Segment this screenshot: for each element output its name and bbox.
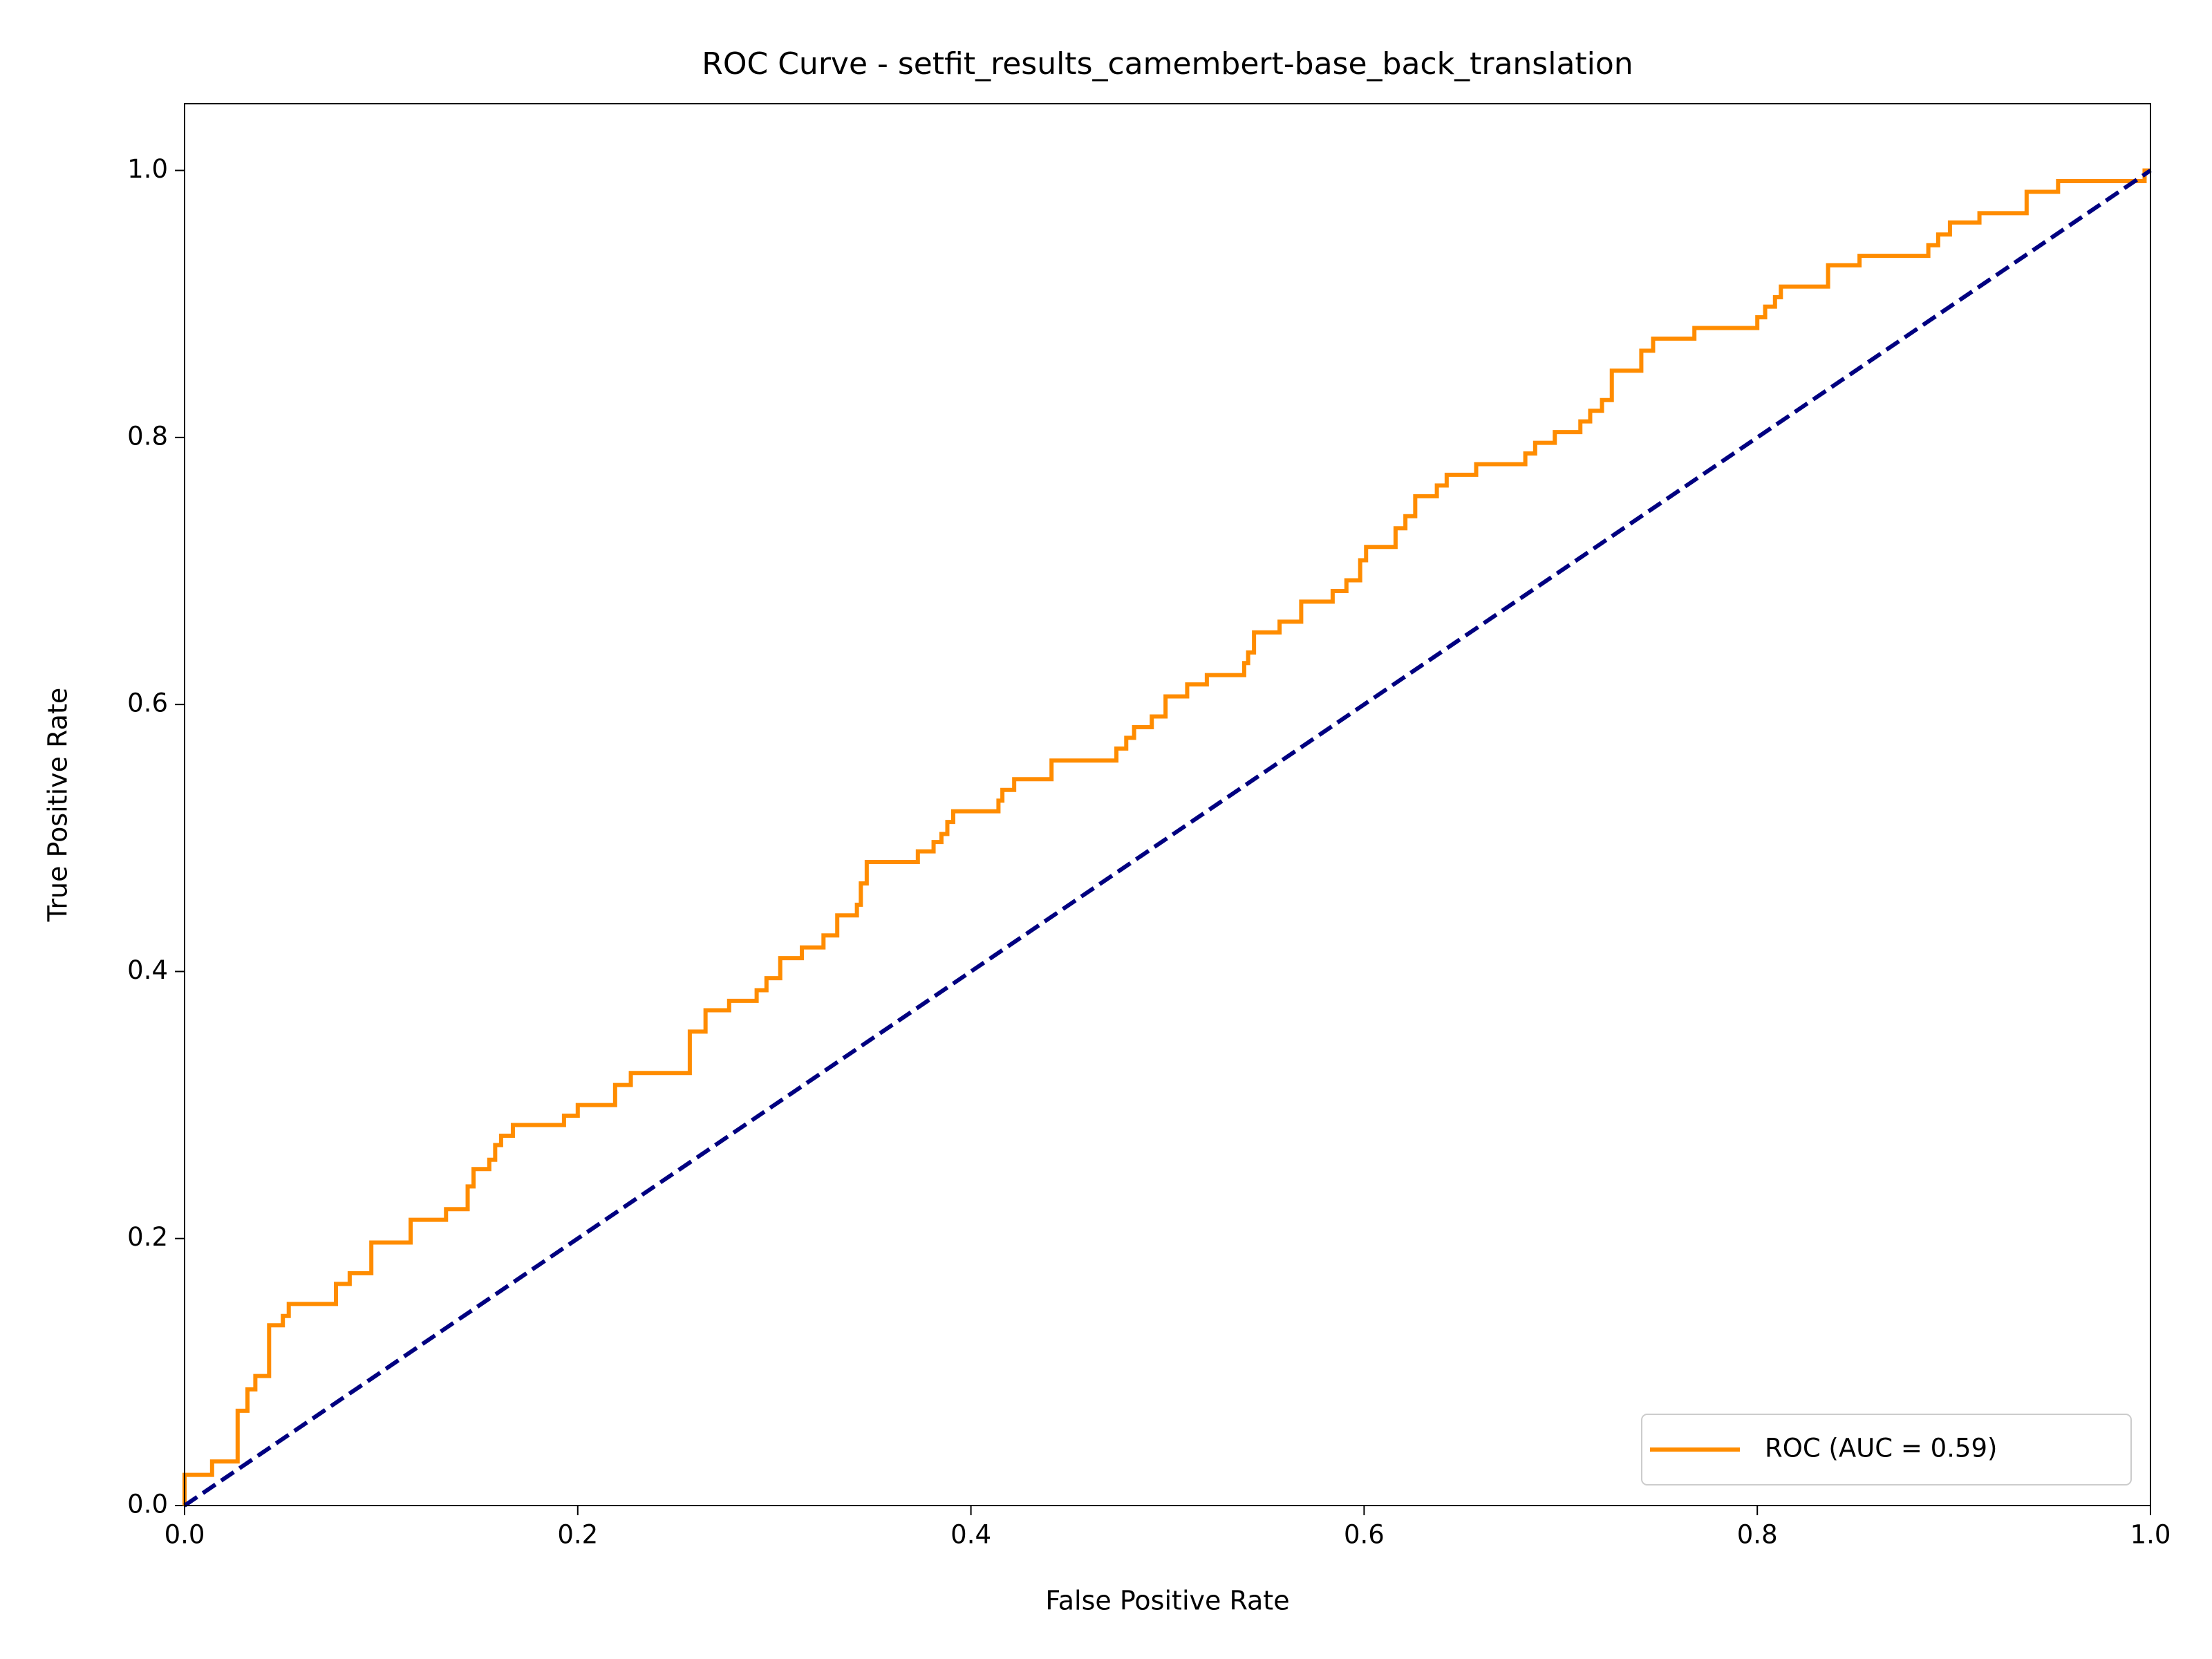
roc-line (183, 169, 2152, 1508)
x-tick-label: 1.0 (2130, 1520, 2171, 1550)
x-tick-label: 0.6 (1344, 1520, 1385, 1550)
chart-title: ROC Curve - setfit_results_camembert-bas… (702, 46, 1633, 82)
legend-label: ROC (AUC = 0.59) (1765, 1434, 1997, 1463)
y-tick-label: 1.0 (127, 154, 168, 184)
y-axis-label: True Positive Rate (43, 688, 73, 923)
x-tick-label: 0.2 (557, 1520, 598, 1550)
roc-line (182, 168, 2150, 1506)
legend-box (1641, 1414, 2132, 1485)
y-tick-label: 0.4 (127, 955, 168, 985)
y-tick-label: 0.0 (127, 1490, 168, 1519)
x-tick-label: 0.0 (165, 1520, 205, 1550)
y-tick-label: 0.2 (127, 1222, 168, 1252)
plot-frame (184, 103, 2151, 1506)
x-tick-label: 0.4 (950, 1520, 991, 1550)
x-tick-label: 0.8 (1737, 1520, 1778, 1550)
y-tick-label: 0.6 (127, 688, 168, 718)
y-tick-label: 0.8 (127, 421, 168, 451)
x-axis-label: False Positive Rate (1045, 1586, 1289, 1616)
